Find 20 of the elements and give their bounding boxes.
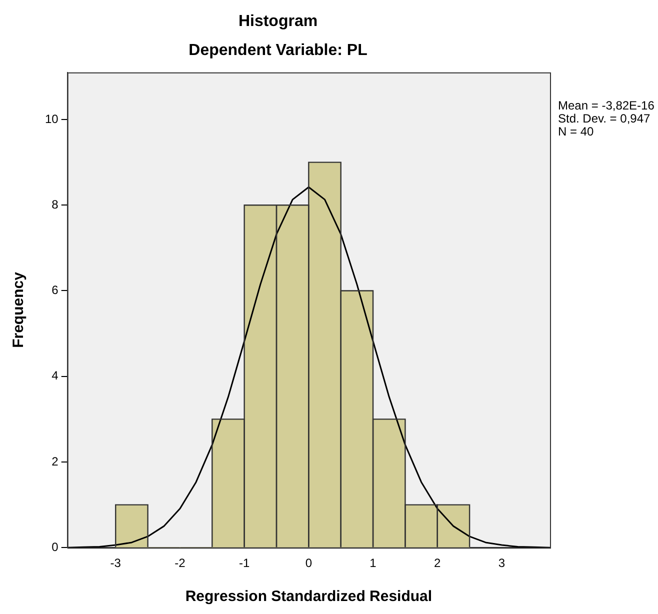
y-axis-title: Frequency [10,271,28,348]
chart-title: Histogram [238,13,318,30]
y-tick-label: 4 [52,368,59,383]
x-tick-label: 2 [434,556,442,570]
x-tick-label: 0 [305,556,312,570]
x-tick-label: 3 [498,556,506,570]
y-tick-label: 6 [52,283,59,298]
y-tick-label: 2 [52,454,59,468]
text: N = 40 [558,124,594,139]
x-tick-label: 1 [370,556,377,570]
y-tick-label: 0 [52,540,59,554]
y-tick-label: 10 [44,112,59,126]
text: Std. Dev. = 0,947 [558,112,650,126]
text: Mean = -3,82E-16 [558,98,655,113]
x-tick-label: -1 [238,556,250,570]
y-tick-label: 8 [52,197,59,212]
x-axis-title: Regression Standardized Residual [185,588,432,606]
x-tick-label: -2 [174,556,186,570]
x-tick-label: -3 [110,556,122,570]
chart-subtitle: Dependent Variable: PL [188,42,368,60]
